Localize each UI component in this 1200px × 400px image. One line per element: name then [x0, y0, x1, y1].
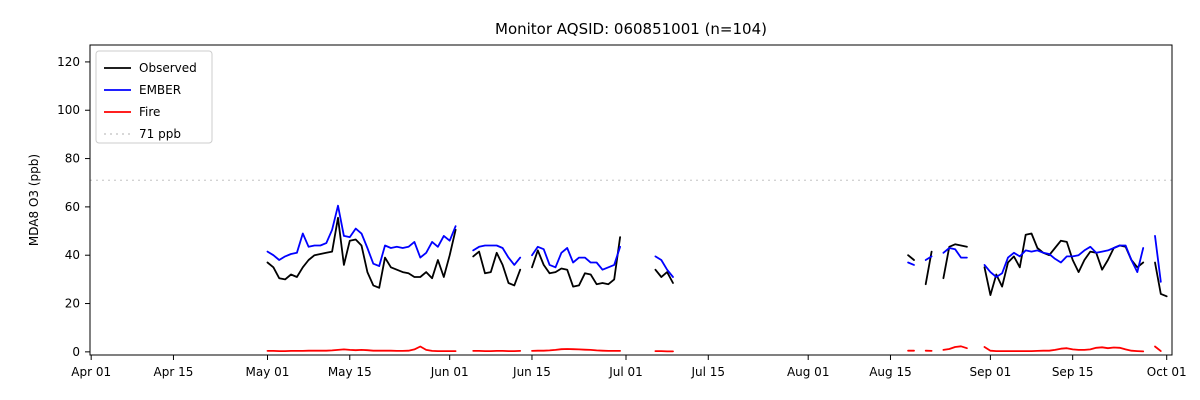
ember-line-segment — [531, 245, 621, 271]
legend-label: Fire — [139, 105, 160, 119]
ember-line-segment — [907, 261, 915, 266]
x-tick-label: Jul 15 — [691, 365, 726, 379]
legend-label: Observed — [139, 61, 197, 75]
x-tick-label: Aug 01 — [787, 365, 830, 379]
x-tick-label: Apr 15 — [154, 365, 194, 379]
x-tick-label: Jul 01 — [608, 365, 643, 379]
y-tick-label: 100 — [57, 103, 80, 117]
observed-line-segment — [654, 268, 674, 284]
y-tick-label: 80 — [65, 152, 80, 166]
observed-line-segment — [472, 250, 522, 287]
fire-line-segment — [531, 348, 621, 352]
ember-line-segment — [983, 244, 1145, 278]
fire-line-segment — [1154, 345, 1162, 353]
x-tick-label: Sep 01 — [970, 365, 1012, 379]
observed-line-segment — [942, 243, 968, 280]
ember-line-segment — [472, 244, 522, 266]
y-tick-label: 20 — [65, 297, 80, 311]
fire-line-segment — [266, 345, 457, 353]
observed-line-segment — [983, 232, 1145, 297]
legend-label: EMBER — [139, 83, 181, 97]
ember-line-segment — [942, 247, 968, 259]
y-axis-label: MDA8 O3 (ppb) — [27, 154, 41, 246]
x-tick-label: Jun 15 — [512, 365, 551, 379]
observed-line-segment — [531, 236, 621, 288]
plot-frame — [89, 44, 1173, 356]
ember-line-segment — [924, 255, 933, 261]
ember-line-segment — [654, 255, 674, 278]
ember-line-segment — [1154, 234, 1162, 283]
y-tick-label: 0 — [72, 345, 80, 359]
legend-label: 71 ppb — [139, 127, 181, 141]
fire-line-segment — [983, 346, 1145, 353]
observed-line-segment — [907, 254, 915, 261]
chart-title: Monitor AQSID: 060851001 (n=104) — [495, 20, 767, 38]
legend-box — [95, 50, 213, 144]
x-tick-label: Jun 01 — [430, 365, 469, 379]
x-tick-label: Aug 15 — [869, 365, 912, 379]
y-tick-label: 40 — [65, 248, 80, 262]
x-tick-label: Apr 01 — [71, 365, 111, 379]
observed-line-segment — [1154, 261, 1168, 298]
fire-line-segment — [942, 345, 968, 351]
x-tick-label: May 01 — [246, 365, 290, 379]
x-tick-label: Sep 15 — [1052, 365, 1094, 379]
x-tick-label: Oct 01 — [1147, 365, 1187, 379]
y-tick-label: 60 — [65, 200, 80, 214]
ember-line-segment — [266, 204, 457, 268]
y-tick-label: 120 — [57, 55, 80, 69]
x-tick-label: May 15 — [328, 365, 372, 379]
observed-line-segment — [266, 216, 457, 289]
